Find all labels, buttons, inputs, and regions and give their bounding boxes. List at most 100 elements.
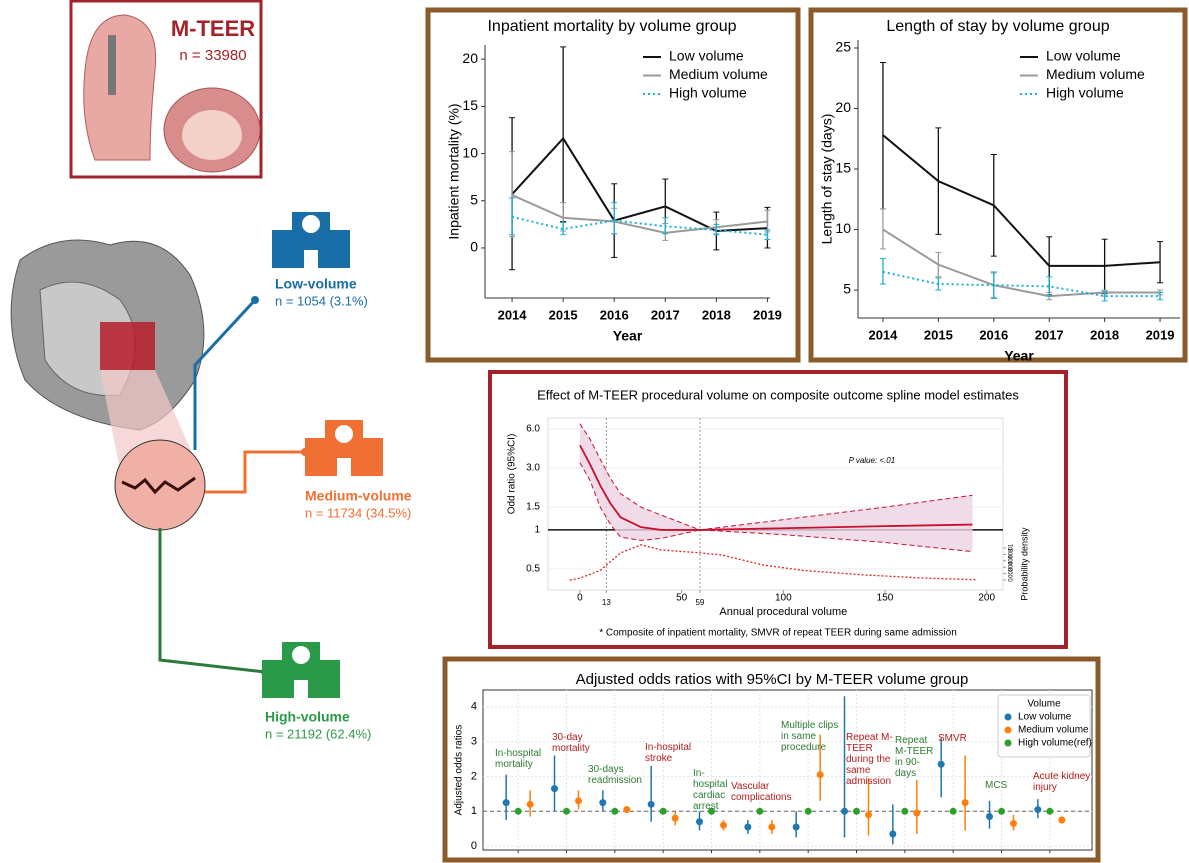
point (514, 807, 522, 815)
chart-title: Effect of M-TEER procedural volume on co… (537, 387, 1019, 402)
x-axis-label: Year (613, 328, 643, 344)
x-tick-label: 2016 (979, 327, 1008, 342)
y-tick-label: 20 (462, 50, 478, 66)
legend-label: High volume(ref) (1018, 738, 1092, 749)
y-tick-label: 5 (470, 191, 478, 207)
valve-inner (182, 110, 242, 160)
y-tick-label: 15 (462, 97, 478, 113)
legend-label: Low volume (1018, 712, 1072, 723)
category-label: SMVR (938, 733, 967, 744)
group-n: n = 21192 (62.4%) (265, 726, 371, 741)
point (1034, 806, 1042, 814)
x-axis-label: Annual procedural volume (719, 606, 847, 618)
legend-title: Volume (1027, 699, 1061, 710)
y-tick-label: 20 (835, 99, 851, 115)
point (768, 823, 776, 831)
point (949, 807, 957, 815)
point (841, 807, 848, 815)
y-tick-label: 0 (470, 239, 478, 255)
series-line (511, 215, 768, 236)
point (696, 818, 703, 826)
group-name: High-volume (265, 709, 350, 725)
series-line (511, 194, 768, 234)
plot-area (547, 417, 1004, 591)
category-label: 30-days readmission (588, 764, 642, 786)
point (986, 813, 993, 821)
category-label: In-hospital cardiac arrest (693, 768, 728, 812)
x-tick-label: 2018 (702, 307, 731, 322)
legend-label: High volume (669, 85, 747, 101)
x-tick-label: 2014 (868, 327, 898, 342)
x-tick-label: 2017 (1035, 327, 1064, 342)
mteer-n: n = 33980 (179, 47, 246, 64)
panel-frame (808, 7, 1188, 363)
chart-title: Length of stay by volume group (886, 18, 1109, 35)
legend-label: Low volume (1046, 48, 1121, 64)
category-label: Repeat M-TEER during the same admission (846, 732, 893, 787)
y2-tick-label: 0 (1009, 578, 1015, 582)
connector-dot (251, 296, 259, 304)
point (647, 800, 655, 808)
point (526, 800, 534, 808)
x-tick-label: 2014 (498, 307, 528, 322)
category-label: MCS (985, 780, 1008, 791)
x-tick-label: 2015 (924, 327, 953, 342)
panel-frame (425, 7, 801, 363)
x-tick-label: 2015 (549, 307, 578, 322)
point (744, 823, 752, 831)
legend-label: Medium volume (1018, 725, 1089, 736)
point (611, 807, 619, 815)
connector (193, 298, 257, 450)
y-tick-label: 2 (471, 770, 477, 782)
y-axis-label: Inpatient mortality (%) (446, 103, 462, 239)
y2-tick-label: .004 (1009, 561, 1015, 573)
y-axis-label: Odd ratio (95%CI) (507, 434, 518, 515)
x-tick-label: 2019 (1146, 327, 1175, 342)
legend-box (997, 694, 1091, 758)
x-tick-label: 2018 (1090, 327, 1119, 342)
x-axis-label: Year (1004, 348, 1034, 364)
y-tick-label: 5 (843, 281, 851, 297)
category-label: Acute kidney injury (1033, 771, 1091, 793)
y-tick-label: 10 (462, 144, 478, 160)
category-label: Multiple clips in same procedure (781, 720, 839, 753)
hospital-icon (262, 642, 340, 698)
plot-area (482, 689, 1093, 851)
x-tick-label: 200 (978, 593, 995, 604)
y-tick-label: 4 (471, 701, 477, 713)
point (865, 811, 872, 819)
y-tick-label: 3 (471, 735, 477, 747)
group-name: Medium-volume (305, 488, 412, 504)
y-axis-label: Length of stay (days) (819, 114, 835, 245)
legend-label: Medium volume (669, 66, 768, 82)
legend-label: High volume (1046, 85, 1124, 101)
point (816, 771, 824, 779)
point (623, 806, 631, 814)
point (889, 830, 897, 838)
valve-leaflets (121, 476, 196, 495)
x-tick-label: 2016 (600, 307, 629, 322)
ci-lower (579, 462, 973, 553)
point (792, 823, 800, 831)
y2-tick-label: .01 (1009, 543, 1015, 552)
valve-highlight (100, 322, 155, 370)
point (1046, 807, 1054, 815)
annotation: P value: <.01 (849, 456, 896, 465)
point (563, 807, 570, 815)
series-line (511, 136, 768, 232)
footnote: * Composite of inpatient mortality, SMVR… (599, 628, 957, 639)
y-tick-label: 25 (835, 39, 851, 55)
y2-axis-label: Probability density (1019, 527, 1029, 601)
density-line (569, 544, 977, 581)
valve-illustration (83, 14, 157, 161)
category-label: Vascular complications (731, 781, 792, 803)
point (756, 807, 764, 815)
y2-tick-label: .006 (1009, 554, 1015, 566)
y-tick-label: 0.5 (526, 564, 540, 575)
y-tick-label: 6.0 (526, 424, 540, 435)
ci-upper (579, 423, 973, 531)
x-tick-label: 150 (877, 593, 894, 604)
hospital-icon (272, 212, 350, 268)
x-tick-label: 2017 (651, 307, 680, 322)
x-tick-label: 2019 (753, 307, 782, 322)
